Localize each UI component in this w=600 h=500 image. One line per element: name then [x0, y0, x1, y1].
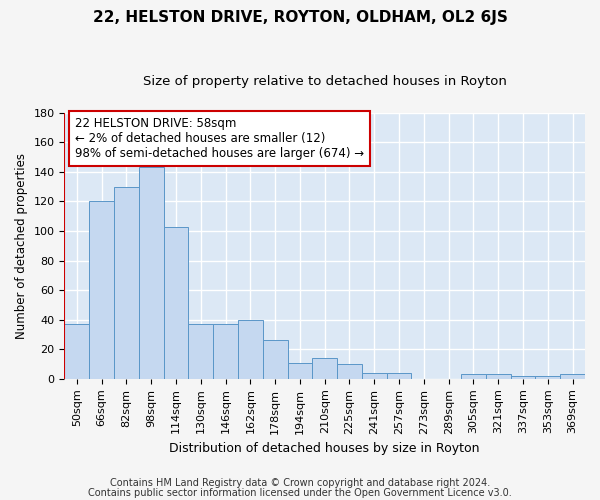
Bar	[213, 324, 238, 379]
Bar	[486, 374, 511, 379]
Bar	[313, 358, 337, 379]
Bar	[560, 374, 585, 379]
Text: Contains public sector information licensed under the Open Government Licence v3: Contains public sector information licen…	[88, 488, 512, 498]
Bar	[114, 186, 139, 379]
Y-axis label: Number of detached properties: Number of detached properties	[15, 153, 28, 339]
Bar	[386, 373, 412, 379]
Bar	[535, 376, 560, 379]
Bar	[238, 320, 263, 379]
Bar	[263, 340, 287, 379]
Bar	[89, 202, 114, 379]
Bar	[188, 324, 213, 379]
Bar	[64, 324, 89, 379]
Text: Contains HM Land Registry data © Crown copyright and database right 2024.: Contains HM Land Registry data © Crown c…	[110, 478, 490, 488]
Bar	[139, 168, 164, 379]
Bar	[164, 226, 188, 379]
Bar	[287, 362, 313, 379]
Bar	[362, 373, 386, 379]
Text: 22, HELSTON DRIVE, ROYTON, OLDHAM, OL2 6JS: 22, HELSTON DRIVE, ROYTON, OLDHAM, OL2 6…	[92, 10, 508, 25]
Bar	[511, 376, 535, 379]
Text: 22 HELSTON DRIVE: 58sqm
← 2% of detached houses are smaller (12)
98% of semi-det: 22 HELSTON DRIVE: 58sqm ← 2% of detached…	[75, 117, 364, 160]
X-axis label: Distribution of detached houses by size in Royton: Distribution of detached houses by size …	[169, 442, 480, 455]
Title: Size of property relative to detached houses in Royton: Size of property relative to detached ho…	[143, 75, 506, 88]
Bar	[461, 374, 486, 379]
Bar	[337, 364, 362, 379]
